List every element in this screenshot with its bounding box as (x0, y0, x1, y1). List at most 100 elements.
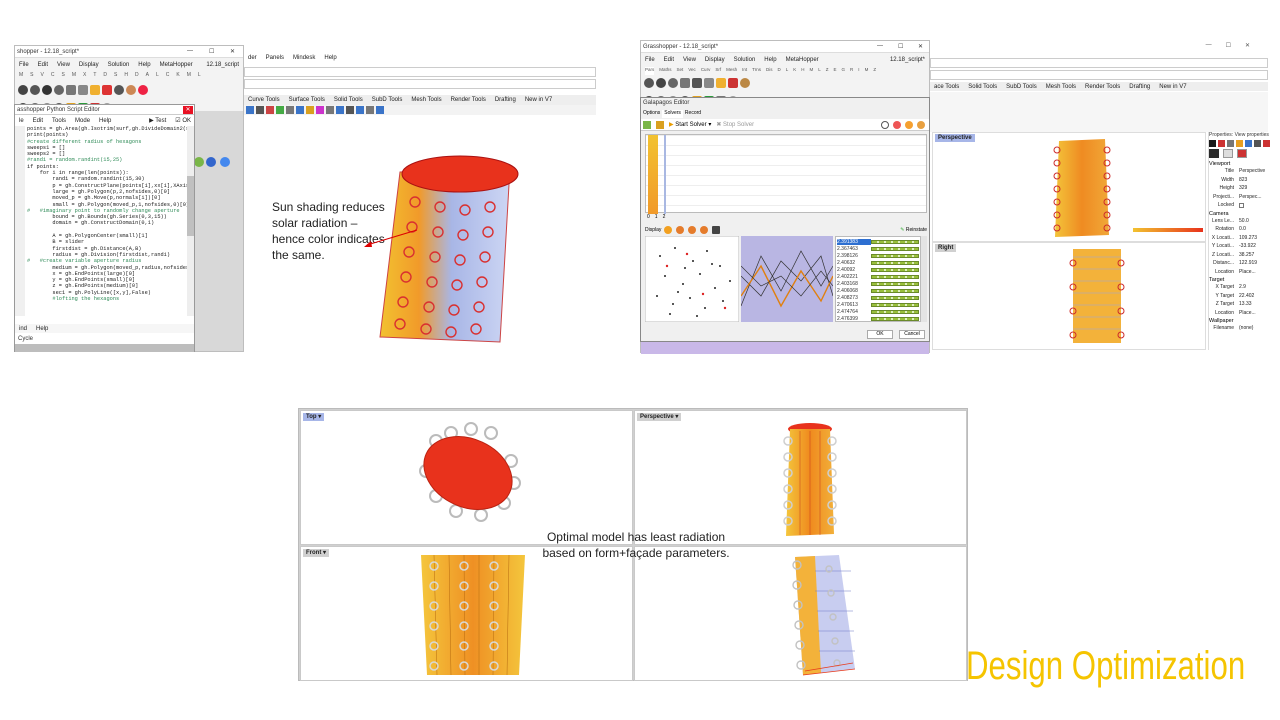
gh2-tab[interactable]: Trns (752, 67, 761, 72)
locked-checkbox[interactable] (1239, 202, 1244, 208)
close-icon[interactable]: ✕ (183, 106, 193, 114)
script-menu-item[interactable]: Edit (32, 117, 44, 124)
component-icon[interactable] (114, 85, 124, 95)
tool-icon[interactable] (326, 106, 334, 114)
close-icon[interactable]: ✕ (1244, 43, 1250, 49)
code-line[interactable]: firstdist = gh.Distance(A,B) (27, 245, 142, 252)
properties-tab-icon[interactable] (1218, 140, 1225, 147)
display-option-icon[interactable] (700, 225, 709, 234)
property-value[interactable]: 50.0 (1239, 217, 1249, 224)
gh2-tab[interactable]: D (777, 67, 781, 72)
component-icon[interactable] (18, 85, 28, 95)
property-value[interactable]: -33.922 (1239, 243, 1256, 250)
component-icon[interactable] (644, 78, 654, 88)
code-line[interactable]: domain = gh.ConstructDomain(0,1) (27, 220, 155, 227)
rhino-tab[interactable]: Solid Tools (333, 97, 363, 103)
viewport-label-front[interactable]: Front ▾ (303, 549, 330, 557)
fitness-row[interactable]: 2.367463 (837, 246, 919, 252)
tool-icon[interactable] (256, 106, 264, 114)
property-value[interactable]: 38.257 (1239, 251, 1255, 258)
properties-tab-icon[interactable] (1254, 140, 1261, 147)
tool-icon[interactable] (266, 106, 274, 114)
gh1-tab[interactable]: S (61, 72, 65, 78)
gh2-tab[interactable]: L (818, 67, 821, 72)
close-icon[interactable]: ✕ (918, 44, 924, 50)
bottom-menu-item[interactable]: Help (36, 325, 49, 332)
code-line[interactable]: B = slider (27, 239, 85, 246)
bottom-menu-item[interactable]: ind (19, 325, 28, 332)
property-value[interactable]: Place... (1239, 309, 1256, 316)
code-line[interactable]: #randi = random.randint(15,25) (27, 157, 123, 164)
properties-tab-icon[interactable] (1245, 140, 1252, 147)
component-icon[interactable] (54, 85, 64, 95)
code-line[interactable]: #create different radius of hexagons (27, 138, 142, 145)
property-value[interactable]: 2.9 (1239, 284, 1246, 291)
fitness-row[interactable]: 2.470613 (837, 302, 919, 308)
rhino-tab[interactable]: SubD Tools (1006, 83, 1037, 90)
component-icon[interactable] (728, 78, 738, 88)
gh2-tab[interactable]: H (801, 67, 805, 72)
fitness-list[interactable]: 2.391383 2.367463 2.398126 2.40632 2.40092 2.… (835, 236, 921, 322)
maximize-icon[interactable]: ☐ (1225, 43, 1231, 49)
gh2-tab[interactable]: Srf (715, 67, 722, 72)
rhino-tab[interactable]: Curve Tools (248, 97, 280, 103)
gh2-menu-metahopper[interactable]: MetaHopper (785, 57, 819, 63)
component-icon[interactable] (668, 78, 678, 88)
rhino-tab[interactable]: Render Tools (450, 97, 486, 103)
component-icon[interactable] (78, 85, 88, 95)
view-toggle-icon[interactable] (893, 120, 901, 129)
gh1-menu-view[interactable]: View (57, 62, 70, 68)
fitness-row[interactable]: 2.476399 (837, 316, 919, 321)
view-toggle-icon[interactable] (881, 120, 889, 129)
code-line[interactable]: y = gh.EndPoints(small)[0] (27, 277, 136, 284)
property-value[interactable]: Perspec... (1239, 193, 1262, 200)
component-icon[interactable] (704, 78, 714, 88)
fitness-row[interactable]: 2.391383 (837, 239, 919, 245)
code-line[interactable]: z = gh.EndPoints(medium)[0] (27, 283, 139, 290)
gh1-tab[interactable]: X (83, 72, 87, 78)
code-line[interactable]: randi = random.randint(15,30) (27, 176, 145, 183)
gh2-tab[interactable]: K (793, 67, 797, 72)
tool-icon[interactable] (316, 106, 324, 114)
command-line[interactable] (930, 58, 1268, 68)
gh2-tab[interactable]: Z (825, 67, 829, 72)
tool-icon[interactable] (306, 106, 314, 114)
preview-icon[interactable] (206, 157, 216, 167)
close-icon[interactable]: ✕ (230, 49, 236, 55)
gh1-canvas[interactable] (191, 111, 243, 351)
code-line[interactable]: A = gh.PolygonCenter(small)[1] (27, 233, 148, 240)
view-toggle-icon[interactable] (917, 120, 925, 129)
radiation-icon[interactable] (712, 225, 721, 234)
rhino-menu-item[interactable]: Help (324, 55, 337, 61)
gh2-menu-display[interactable]: Display (704, 57, 725, 63)
code-line[interactable]: bound = gh.Bounds(gh.Series(0,3,15)) (27, 214, 167, 221)
view-toggle-icon[interactable] (905, 120, 913, 129)
camera-icon[interactable] (1209, 149, 1219, 158)
command-line[interactable] (244, 67, 596, 77)
rhino-menu-item[interactable]: Mindesk (293, 55, 316, 61)
code-line[interactable]: # #create variable aperture radius (27, 258, 142, 265)
fitness-row[interactable]: 2.40092 (837, 267, 919, 273)
rhino-tab[interactable]: New in V7 (524, 97, 553, 103)
gh2-tab[interactable]: G (841, 67, 846, 72)
gh1-tab[interactable]: L (197, 72, 201, 78)
gh2-tab[interactable]: E (833, 67, 837, 72)
properties-tab-icon[interactable] (1209, 140, 1216, 147)
script-menu-item[interactable]: le (19, 117, 24, 124)
minimize-icon[interactable]: — (187, 48, 193, 54)
tool-icon[interactable] (296, 106, 304, 114)
viewport-label-right[interactable]: Right (935, 244, 957, 252)
code-line[interactable]: sweeps2 = [] (27, 151, 66, 158)
property-value[interactable]: 823 (1239, 176, 1248, 183)
gh2-menu-edit[interactable]: Edit (663, 57, 675, 63)
gh1-menu-solution[interactable]: Solution (107, 62, 130, 68)
scrollbar-thumb[interactable] (187, 176, 194, 236)
fitness-row[interactable]: 2.403168 (837, 281, 919, 287)
command-prompt[interactable] (244, 79, 596, 89)
gh1-menu-edit[interactable]: Edit (37, 62, 49, 68)
rhino-menu-item[interactable]: der (248, 55, 257, 61)
properties-tab-icon[interactable] (1227, 140, 1234, 147)
component-icon[interactable] (716, 78, 726, 88)
viewport-perspective-2[interactable] (634, 546, 967, 681)
fitness-row[interactable]: 2.398126 (837, 253, 919, 259)
